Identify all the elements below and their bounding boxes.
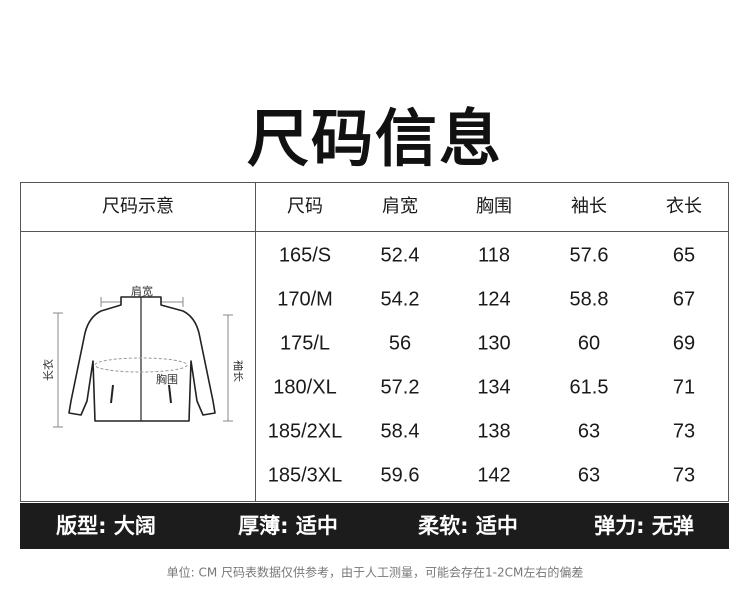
header-sleeve: 袖长 [571, 196, 607, 217]
elasticity-attribute: 弹力: 无弹 [594, 514, 694, 538]
table-cell: 134 [477, 376, 511, 399]
table-cell: 56 [388, 332, 412, 355]
chest-label: 胸围 [156, 372, 178, 386]
table-cell: 63 [577, 420, 601, 443]
table-cell: 61.5 [569, 376, 609, 399]
table-cell: 73 [672, 464, 696, 487]
table-cell: 58.4 [380, 420, 420, 443]
table-cell: 57.6 [569, 244, 609, 267]
table-cell: 118 [478, 244, 510, 267]
table-cell: 71 [672, 376, 696, 399]
table-cell: 130 [477, 332, 511, 355]
table-cell: 63 [577, 464, 601, 487]
table-cell: 73 [672, 420, 696, 443]
table-cell: 185/2XL [267, 420, 343, 443]
shoulder-label: 肩宽 [131, 284, 153, 298]
size-table: 尺码示意 尺码 肩宽 胸围 袖长 衣长 165/S 52.4 118 57.6 … [20, 182, 729, 502]
page-title: 尺码信息 [246, 102, 503, 175]
table-cell: 165/S [278, 244, 332, 267]
measurement-note: 单位: CM 尺码表数据仅供参考，由于人工测量，可能会存在1-2CM左右的偏差 [166, 565, 584, 580]
table-cell: 138 [477, 420, 511, 443]
table-cell: 175/L [279, 332, 331, 355]
jacket-size-diagram: 肩宽 长衣 袖长 胸围 [43, 284, 243, 428]
fit-attribute: 版型: 大阔 [56, 514, 156, 538]
table-cell: 180/XL [273, 376, 337, 399]
header-shoulder: 肩宽 [382, 196, 418, 217]
thickness-attribute: 厚薄: 适中 [238, 514, 338, 538]
jacket-outline [68, 296, 216, 422]
left-pocket [110, 384, 114, 404]
length-label: 长衣 [43, 359, 55, 381]
table-cell: 52.4 [380, 244, 420, 267]
header-size: 尺码 [287, 196, 323, 217]
attribute-bar: 版型: 大阔 厚薄: 适中 柔软: 适中 弹力: 无弹 [20, 503, 729, 549]
table-cell: 170/M [277, 288, 333, 311]
table-cell: 54.2 [380, 288, 420, 311]
header-length: 衣长 [666, 196, 702, 217]
sleeve-label: 袖长 [232, 360, 243, 382]
table-cell: 60 [577, 332, 601, 355]
table-cell: 58.8 [569, 288, 609, 311]
table-cell: 65 [672, 244, 696, 267]
table-cell: 69 [672, 332, 696, 355]
right-pocket [168, 384, 172, 404]
table-cell: 185/3XL [267, 464, 343, 487]
table-cell: 124 [477, 288, 511, 311]
diagram-header: 尺码示意 [102, 196, 174, 217]
chest-measure-ellipse [94, 357, 188, 373]
table-cell: 57.2 [380, 376, 420, 399]
table-cell: 142 [477, 464, 511, 487]
column-divider [255, 183, 256, 501]
header-chest: 胸围 [476, 196, 512, 217]
header-divider [21, 231, 728, 232]
table-cell: 67 [672, 288, 696, 311]
softness-attribute: 柔软: 适中 [418, 514, 518, 538]
table-cell: 59.6 [380, 464, 420, 487]
